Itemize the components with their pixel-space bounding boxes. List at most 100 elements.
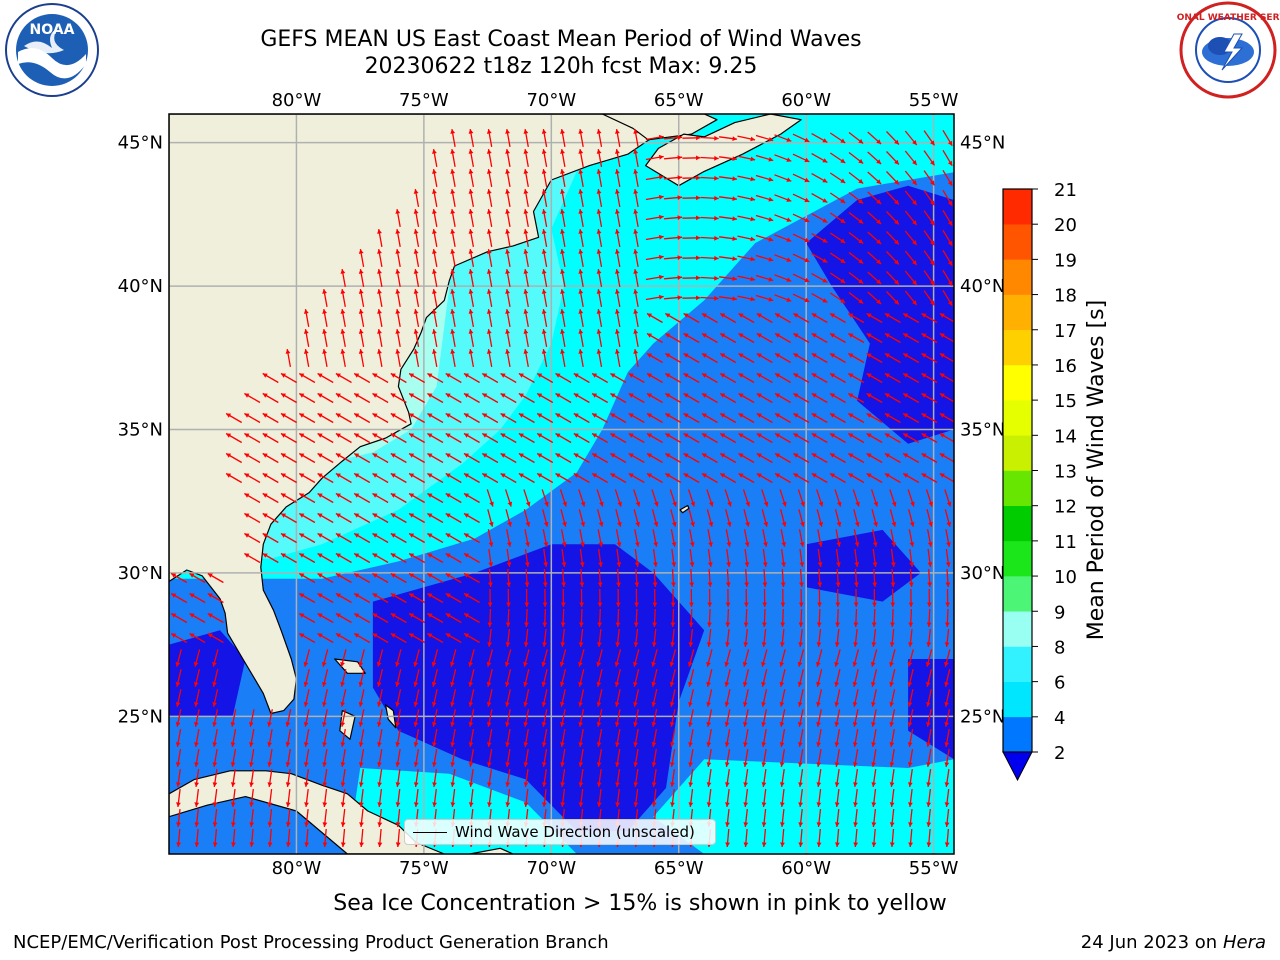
wave-vector bbox=[596, 769, 602, 787]
wave-vector bbox=[817, 549, 823, 567]
wave-vector bbox=[779, 769, 785, 787]
wave-vector bbox=[212, 689, 219, 707]
wave-vector bbox=[761, 809, 767, 827]
wave-vector bbox=[390, 632, 407, 644]
wave-vector bbox=[244, 552, 261, 564]
wave-vector bbox=[170, 592, 188, 604]
wave-vector bbox=[867, 251, 882, 265]
wave-vector bbox=[652, 608, 657, 628]
wave-vector bbox=[175, 689, 182, 707]
wave-vector bbox=[848, 211, 864, 225]
wave-vector bbox=[700, 155, 719, 161]
wave-vector bbox=[737, 215, 756, 222]
wave-vector bbox=[267, 789, 273, 807]
wave-vector bbox=[225, 432, 243, 444]
wave-vector bbox=[431, 689, 438, 707]
wave-vector bbox=[487, 509, 494, 527]
wave-vector bbox=[598, 549, 603, 567]
colorbar-tick-label: 14 bbox=[1054, 426, 1077, 447]
wave-vector bbox=[340, 308, 346, 328]
wave-vector bbox=[523, 208, 529, 228]
wave-vector bbox=[633, 769, 639, 787]
wave-vector bbox=[652, 549, 658, 567]
wave-vector bbox=[395, 789, 401, 807]
wave-vector bbox=[358, 748, 365, 768]
colorbar-swatch bbox=[1003, 259, 1032, 295]
wave-vector bbox=[468, 288, 475, 308]
wave-vector bbox=[774, 174, 792, 182]
wave-vector bbox=[926, 789, 932, 807]
wave-vector bbox=[244, 452, 261, 464]
wave-vector bbox=[285, 809, 291, 827]
wave-vector bbox=[816, 649, 823, 667]
wave-vector bbox=[468, 208, 475, 228]
wave-vector bbox=[793, 452, 810, 464]
wave-vector bbox=[633, 308, 639, 328]
wave-vector bbox=[542, 789, 547, 807]
wave-vector bbox=[395, 828, 401, 848]
wave-vector bbox=[615, 208, 621, 228]
wave-vector bbox=[719, 276, 737, 281]
colorbar-tick-label: 15 bbox=[1054, 391, 1077, 412]
wave-vector bbox=[413, 288, 420, 308]
wave-vector bbox=[706, 629, 712, 647]
wave-vector bbox=[633, 608, 639, 628]
wave-vector bbox=[579, 568, 585, 588]
wave-vector bbox=[395, 649, 402, 667]
wave-vector bbox=[335, 572, 352, 584]
wave-vector bbox=[926, 608, 932, 628]
colorbar-tick-label: 20 bbox=[1054, 215, 1077, 236]
wave-vector bbox=[298, 552, 316, 564]
wave-vector bbox=[559, 669, 567, 687]
wave-vector bbox=[560, 769, 566, 787]
wave-vector bbox=[852, 689, 859, 707]
wave-vector bbox=[413, 208, 420, 228]
wave-vector bbox=[615, 769, 621, 787]
wave-vector bbox=[902, 452, 920, 464]
wave-vector bbox=[207, 592, 224, 604]
wave-vector bbox=[317, 452, 334, 464]
wave-vector bbox=[615, 148, 621, 168]
wave-vector bbox=[761, 769, 767, 787]
wave-vector bbox=[793, 352, 810, 364]
wave-vector bbox=[944, 689, 951, 707]
wave-vector bbox=[358, 649, 365, 667]
wave-vector bbox=[724, 649, 731, 667]
wave-vector bbox=[706, 769, 712, 787]
wave-vector bbox=[578, 148, 584, 168]
wave-vector bbox=[194, 689, 200, 707]
wave-vector bbox=[372, 452, 389, 464]
wave-vector bbox=[262, 392, 279, 404]
wave-vector bbox=[225, 472, 243, 484]
wave-vector bbox=[249, 828, 255, 848]
wave-vector bbox=[445, 452, 462, 464]
wave-vector bbox=[829, 252, 846, 264]
wave-vector bbox=[884, 452, 901, 464]
wave-vector bbox=[669, 669, 676, 687]
wave-vector bbox=[853, 629, 858, 647]
wave-vector bbox=[596, 148, 603, 168]
wave-vector bbox=[518, 452, 535, 464]
wave-vector bbox=[262, 452, 279, 464]
wave-vector bbox=[505, 288, 511, 308]
wave-vector bbox=[725, 568, 731, 588]
wave-vector bbox=[835, 529, 841, 547]
wave-vector bbox=[578, 669, 585, 687]
wave-vector bbox=[523, 328, 529, 348]
wave-vector bbox=[359, 809, 364, 827]
wave-vector bbox=[867, 211, 882, 225]
wave-vector bbox=[541, 728, 548, 748]
wave-vector bbox=[322, 348, 328, 368]
wave-vector bbox=[578, 328, 584, 348]
wave-vector bbox=[610, 372, 627, 384]
wave-vector bbox=[871, 728, 877, 748]
wave-vector bbox=[560, 608, 566, 628]
wave-vector bbox=[579, 549, 585, 567]
wave-vector bbox=[744, 588, 749, 608]
wave-vector bbox=[207, 572, 224, 584]
wave-vector bbox=[555, 452, 572, 464]
wave-vector bbox=[700, 195, 719, 201]
wave-vector bbox=[927, 568, 932, 588]
wave-vector bbox=[687, 649, 695, 667]
wave-vector bbox=[542, 588, 548, 608]
